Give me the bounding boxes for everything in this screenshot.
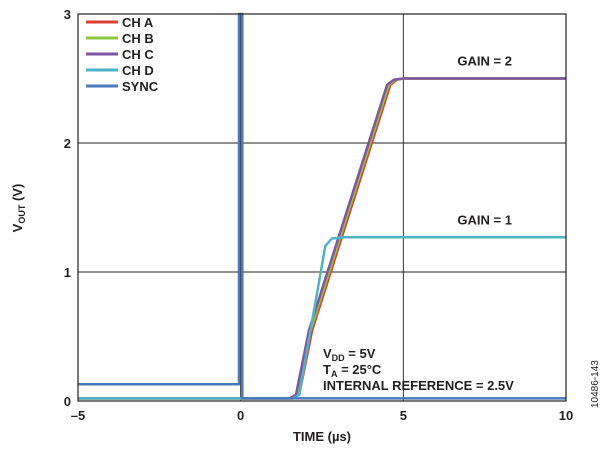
x-tick-label: 0 xyxy=(237,408,244,423)
y-axis-label: VOUT (V) xyxy=(10,184,27,233)
legend-label: SYNC xyxy=(122,79,159,94)
y-tick-label: 3 xyxy=(64,7,71,22)
gain-annotation: GAIN = 1 xyxy=(457,212,512,227)
legend-label: CH B xyxy=(122,31,154,46)
y-tick-label: 2 xyxy=(64,136,71,151)
test-conditions: VDD = 5V TA = 25°C INTERNAL REFERENCE = … xyxy=(323,346,514,393)
y-tick-label: 1 xyxy=(64,265,71,280)
x-tick-label: 10 xyxy=(559,408,573,423)
condition-reference: INTERNAL REFERENCE = 2.5V xyxy=(323,378,514,393)
x-tick-label: –5 xyxy=(71,408,85,423)
y-tick-label: 0 xyxy=(64,394,71,409)
x-tick-label: 5 xyxy=(400,408,407,423)
legend-label: CH C xyxy=(122,47,154,62)
annotations: GAIN = 2 GAIN = 1 xyxy=(457,54,512,228)
series-line-ch-d xyxy=(78,235,566,400)
x-axis-label: TIME (µs) xyxy=(293,429,351,444)
legend-label: CH A xyxy=(122,15,154,30)
condition-vdd: VDD = 5V xyxy=(323,346,376,363)
legend-label: CH D xyxy=(122,63,154,78)
plot-frame xyxy=(77,13,567,402)
condition-ta: TA = 25°C xyxy=(323,362,382,379)
gain-annotation: GAIN = 2 xyxy=(457,54,512,69)
figure-code: 10486-143 xyxy=(590,360,601,408)
